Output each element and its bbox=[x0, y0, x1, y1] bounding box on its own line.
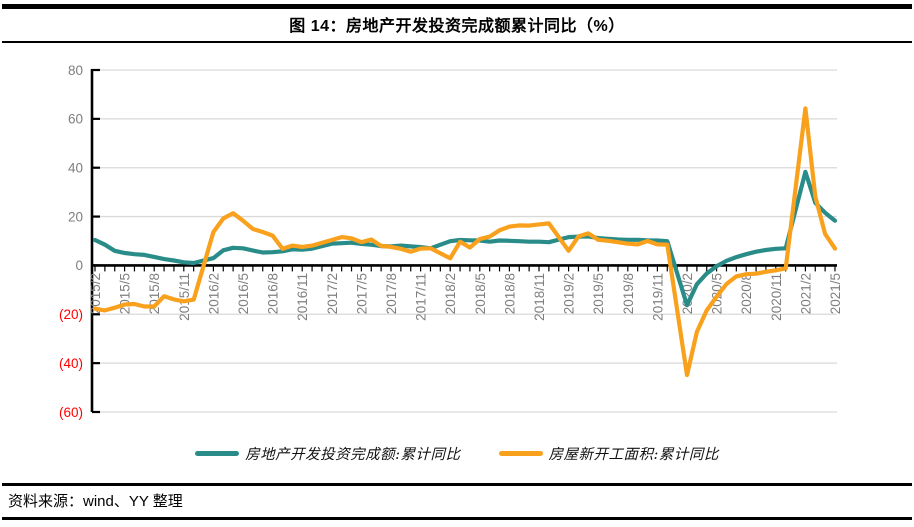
legend-label-new-starts: 房屋新开工面积:累计同比 bbox=[548, 446, 719, 463]
x-tick-label: 2018/5 bbox=[473, 273, 488, 314]
x-tick-label: 2019/5 bbox=[591, 273, 606, 314]
y-tick-label: 80 bbox=[68, 63, 83, 78]
chart-legend: 房地产开发投资完成额:累计同比 房屋新开工面积:累计同比 bbox=[0, 440, 914, 466]
x-tick-label: 2018/8 bbox=[502, 273, 517, 314]
y-tick-label: 40 bbox=[68, 161, 83, 176]
x-tick-label: 2020/11 bbox=[769, 273, 784, 321]
x-tick-label: 2020/8 bbox=[739, 273, 754, 314]
bottom-rule bbox=[2, 517, 912, 520]
x-tick-label: 2016/2 bbox=[206, 273, 221, 314]
new-starts-line-swatch bbox=[498, 450, 543, 456]
x-tick-label: 2017/2 bbox=[325, 273, 340, 314]
source-divider bbox=[2, 483, 912, 486]
legend-item-investment: 房地产开发投资完成额:累计同比 bbox=[195, 443, 460, 464]
x-tick-label: 2017/11 bbox=[414, 273, 429, 321]
x-tick-label: 2021/2 bbox=[798, 273, 813, 314]
y-tick-label: (20) bbox=[59, 307, 83, 322]
x-axis bbox=[92, 264, 837, 272]
x-tick-label: 2018/11 bbox=[532, 273, 547, 321]
x-tick-label: 2020/2 bbox=[680, 273, 695, 314]
x-tick-label: 2016/5 bbox=[236, 273, 251, 314]
title-divider bbox=[2, 41, 912, 43]
y-tick-label: 60 bbox=[68, 112, 83, 127]
x-tick-label: 2017/5 bbox=[354, 273, 369, 314]
x-tick-label: 2019/8 bbox=[621, 273, 636, 314]
series-line-investment bbox=[92, 169, 838, 308]
top-rule bbox=[2, 4, 912, 9]
x-tick-label: 2021/5 bbox=[828, 273, 843, 314]
x-tick-label: 2016/11 bbox=[295, 273, 310, 321]
y-axis bbox=[90, 68, 100, 414]
y-tick-label: (40) bbox=[59, 356, 83, 371]
legend-item-new-starts: 房屋新开工面积:累计同比 bbox=[498, 443, 719, 464]
x-tick-label: 2015/2 bbox=[88, 273, 103, 314]
y-tick-label: 20 bbox=[68, 209, 83, 224]
investment-line-swatch bbox=[195, 450, 240, 456]
x-tick-label: 2016/8 bbox=[266, 273, 281, 314]
x-tick-label: 2017/8 bbox=[384, 273, 399, 314]
x-tick-label: 2018/2 bbox=[443, 273, 458, 314]
legend-label-investment: 房地产开发投资完成额:累计同比 bbox=[245, 446, 461, 463]
y-axis-labels: 80 60 40 20 0 (20) (40) (60) bbox=[59, 63, 83, 420]
x-tick-label: 2015/11 bbox=[177, 273, 192, 321]
y-gridlines bbox=[92, 69, 837, 413]
x-tick-label: 2019/2 bbox=[562, 273, 577, 314]
figure-title: 图 14：房地产开发投资完成额累计同比（%） bbox=[289, 18, 625, 35]
x-tick-label: 2019/11 bbox=[650, 273, 665, 321]
series-line-new-starts bbox=[92, 106, 838, 378]
source-note: 资料来源：wind、YY 整理 bbox=[8, 493, 183, 510]
y-tick-label: (60) bbox=[59, 405, 83, 420]
y-tick-label: 0 bbox=[75, 258, 83, 273]
